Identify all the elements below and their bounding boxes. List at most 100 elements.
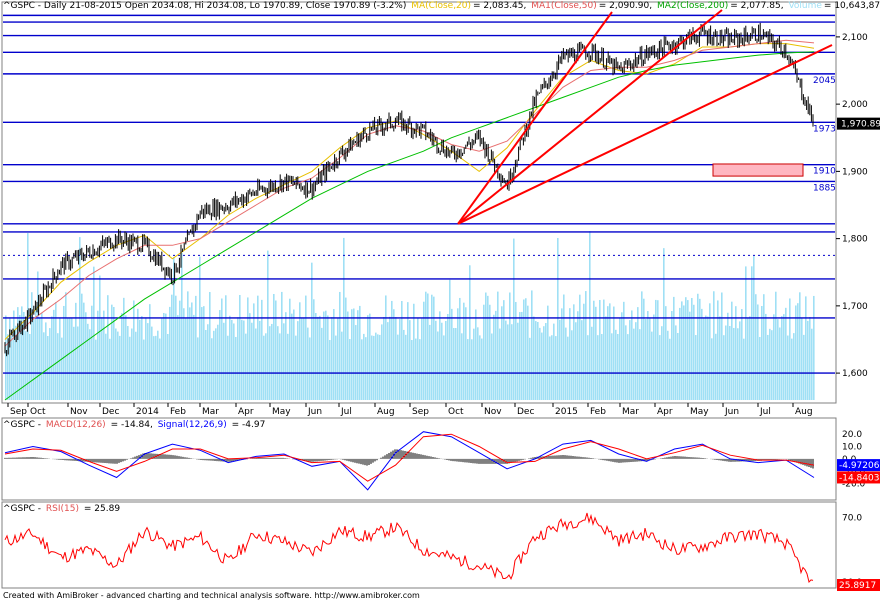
volume-bar xyxy=(297,321,299,400)
volume-bar xyxy=(345,297,347,400)
volume-bar xyxy=(339,291,341,400)
volume-bar xyxy=(581,320,583,400)
volume-bar xyxy=(273,293,275,400)
rsi-panel-frame xyxy=(1,501,837,589)
rsi-value-marker xyxy=(837,579,880,591)
time-axis-label: Oct xyxy=(30,407,46,417)
volume-bar xyxy=(759,337,761,400)
volume-bar xyxy=(353,308,355,400)
volume-bar xyxy=(539,327,541,400)
time-axis-label: Mar xyxy=(622,407,639,417)
volume-bar xyxy=(313,299,315,400)
volume-bar xyxy=(685,297,687,400)
volume-bar xyxy=(49,328,51,400)
volume-bar xyxy=(319,315,321,400)
horizontal-levels: 2045 1973 1910 1885 xyxy=(3,14,836,374)
volume-bar xyxy=(7,334,9,400)
volume-bar xyxy=(677,332,679,400)
volume-bar xyxy=(37,271,39,400)
volume-bar xyxy=(335,335,337,400)
volume-bar xyxy=(389,316,391,400)
volume-bar xyxy=(71,317,73,400)
volume-bar xyxy=(229,315,231,400)
volume-bar xyxy=(421,318,423,400)
volume-bar xyxy=(577,311,579,400)
volume-bar xyxy=(147,323,149,400)
time-axis-label: Dec xyxy=(517,407,534,417)
volume-bar xyxy=(155,335,157,400)
volume-bar xyxy=(669,338,671,400)
trend-line xyxy=(457,44,833,225)
volume-bar xyxy=(537,321,539,400)
volume-bar xyxy=(637,307,639,400)
rsi-series-line xyxy=(4,512,814,584)
volume-bar xyxy=(569,308,571,400)
volume-bar xyxy=(661,326,663,400)
ma50-value: = 2,090.90, xyxy=(598,1,653,11)
volume-bar xyxy=(657,300,659,400)
trend-line xyxy=(457,11,613,225)
rsi-value-label: 25.8917 xyxy=(839,581,876,591)
volume-bar xyxy=(255,328,257,400)
volume-bar xyxy=(503,300,505,400)
volume-bar xyxy=(737,328,739,400)
volume-bar xyxy=(697,293,699,400)
volume-bar xyxy=(23,311,25,400)
volume-bar xyxy=(201,307,203,400)
volume-bar xyxy=(241,319,243,400)
volume-bar xyxy=(721,292,723,400)
volume-bar xyxy=(161,318,163,400)
price-axis-label: 1,900 xyxy=(842,167,868,177)
price-header: ^GSPC - Daily 21-08-2015 Open 2034.08, H… xyxy=(3,1,880,11)
volume-bar xyxy=(311,262,313,400)
volume-bar xyxy=(327,315,329,400)
volume-bar xyxy=(711,338,713,400)
volume-bar xyxy=(195,295,197,400)
volume-bar xyxy=(371,335,373,400)
volume-bar xyxy=(219,310,221,400)
time-axis-label: May xyxy=(690,407,709,417)
volume-bar xyxy=(753,256,755,400)
volume-bar xyxy=(431,294,433,400)
volume-bar xyxy=(419,339,421,400)
macd-label: MACD(12,26) xyxy=(45,420,106,430)
volume-bar xyxy=(323,311,325,400)
volume-bar xyxy=(97,310,99,400)
volume-bar xyxy=(609,303,611,400)
volume-bar xyxy=(243,320,245,400)
volume-bar xyxy=(13,310,15,400)
volume-bar xyxy=(167,333,169,400)
volume-bar xyxy=(21,306,23,400)
volume-bar xyxy=(129,336,131,400)
volume-bar xyxy=(213,330,215,400)
volume-bar xyxy=(529,337,531,400)
volume-bar xyxy=(551,335,553,400)
price-panel-frame xyxy=(1,1,837,404)
moving-average-line xyxy=(4,39,815,347)
volume-bar xyxy=(347,311,349,400)
volume-bar xyxy=(315,312,317,400)
volume-bar xyxy=(157,330,159,400)
volume-bar xyxy=(393,309,395,400)
volume-bar xyxy=(451,308,453,400)
time-axis-label: Nov xyxy=(484,407,502,417)
volume-bar xyxy=(47,336,49,400)
volume-bar xyxy=(325,310,327,400)
macd-value-label: -14.8403 xyxy=(839,473,879,483)
price-axis: 2,100 2,000 1,900 1,800 1,700 1,600 1,970.89 xyxy=(836,33,880,379)
volume-bar xyxy=(623,301,625,400)
volume-bar xyxy=(775,291,777,400)
volume-bar xyxy=(641,291,643,400)
volume-bar xyxy=(647,311,649,400)
volume-bar xyxy=(689,311,691,400)
volume-bar xyxy=(807,320,809,400)
volume-bar xyxy=(131,328,133,400)
volume-bar xyxy=(55,302,57,400)
volume-bar xyxy=(455,327,457,400)
volume-bar xyxy=(133,300,135,400)
volume-bar xyxy=(385,295,387,400)
volume-bar xyxy=(457,308,459,400)
time-axis: Sep Oct Nov Dec 2014 Feb Mar Apr May Jun Jul Aug Sep… xyxy=(7,403,813,417)
volume-bar xyxy=(367,315,369,400)
volume-bar xyxy=(437,331,439,400)
